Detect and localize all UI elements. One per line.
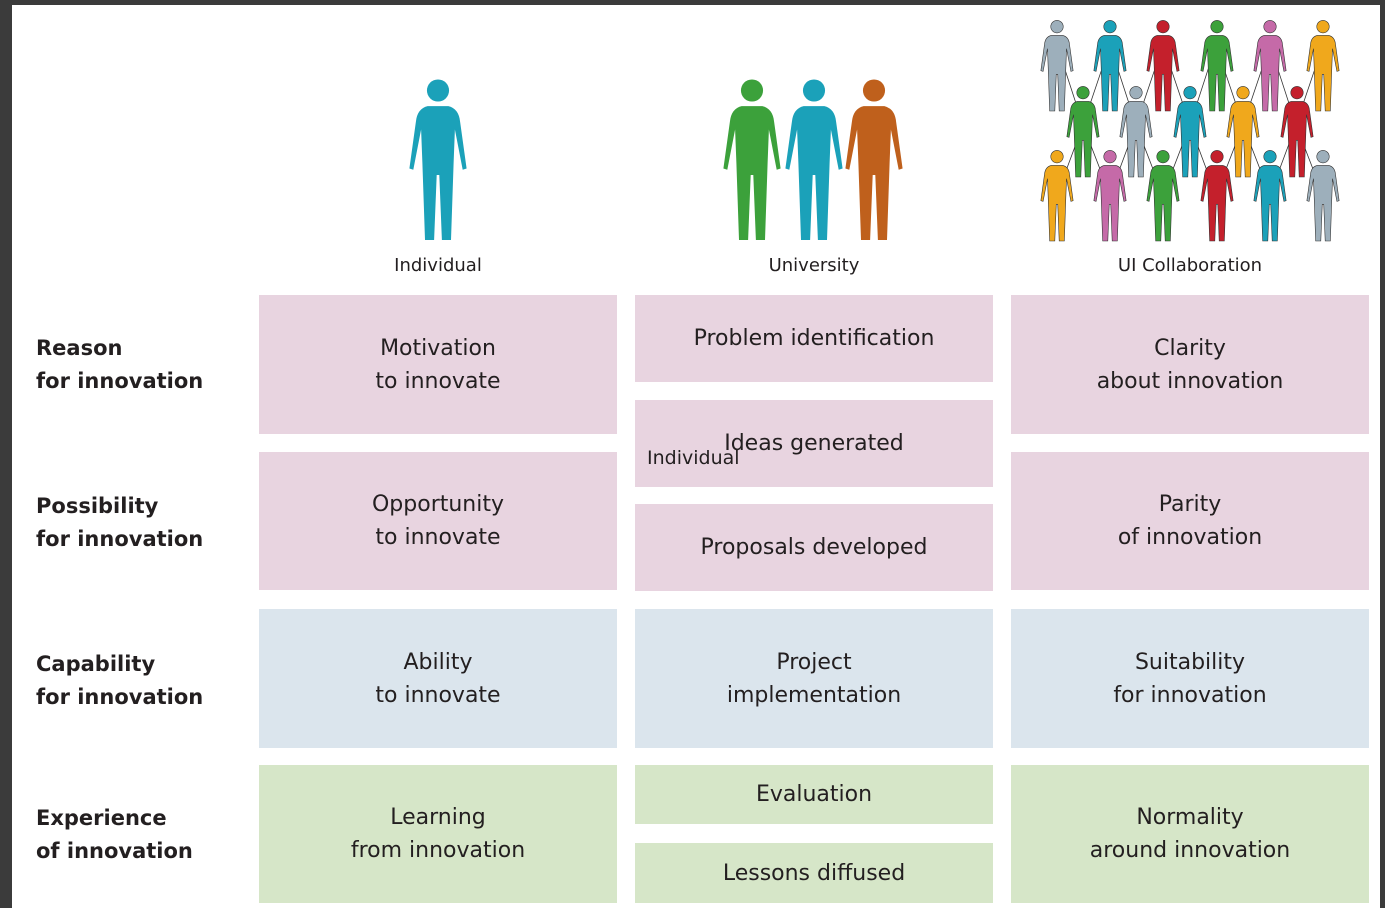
row-label-line: Possibility: [36, 494, 159, 518]
overlay-label: Individual: [647, 447, 740, 469]
row-label: Possibility for innovation: [36, 490, 203, 556]
cell: Parity of innovation: [1011, 452, 1369, 590]
column-label: University: [768, 255, 860, 276]
cell-line: of innovation: [1117, 525, 1263, 550]
cell-line: around innovation: [1089, 838, 1291, 863]
cell-line: Evaluation: [755, 782, 873, 807]
cell: Ability to innovate: [259, 609, 617, 748]
row-label-line: for innovation: [36, 369, 204, 393]
cell: Lessons diffused: [635, 843, 993, 903]
column-label: UI Collaboration: [1117, 255, 1263, 276]
cell-line: Project: [776, 649, 852, 675]
cell: Suitability for innovation: [1011, 609, 1369, 748]
cell-line: Ideas generated: [724, 431, 904, 456]
figures: [409, 20, 1340, 242]
cell-line: Lessons diffused: [722, 860, 906, 886]
row-label-line: for innovation: [36, 527, 204, 551]
cell-line: Problem identification: [693, 326, 935, 351]
cell-line: Ability: [403, 649, 473, 675]
cell: Learning from innovation: [259, 765, 617, 903]
collaboration-figures: [1040, 20, 1340, 242]
cell: Ideas generated: [635, 400, 993, 487]
row-label-line: Experience: [36, 806, 167, 830]
cell: Problem identification: [635, 295, 993, 382]
row-label-line: of innovation: [36, 839, 193, 863]
column-label: Individual: [394, 255, 482, 276]
university-figures: [723, 79, 903, 240]
row-label: Experience of innovation: [36, 802, 193, 868]
row-label-line: for innovation: [36, 685, 204, 709]
cell-line: about innovation: [1096, 368, 1284, 394]
cell-line: Clarity: [1154, 335, 1226, 361]
cell: Evaluation: [635, 765, 993, 824]
cell-line: for innovation: [1113, 682, 1267, 708]
row-label-line: Capability: [36, 652, 156, 676]
cell-line: Motivation: [380, 335, 496, 361]
cell-line: to innovate: [375, 368, 501, 394]
cell: Opportunity to innovate: [259, 452, 617, 590]
row-label: Reason for innovation: [36, 332, 203, 398]
row-label-line: Reason: [36, 336, 123, 360]
cell-line: Opportunity: [371, 492, 505, 517]
cell: Motivation to innovate: [259, 295, 617, 434]
row-label: Capability for innovation: [36, 648, 203, 714]
cell: Project implementation: [635, 609, 993, 748]
diagram: Individual University UI Collaboration R…: [12, 5, 1380, 908]
cell-line: to innovate: [375, 525, 501, 550]
cell-line: Parity: [1158, 492, 1222, 517]
cell-line: Learning: [390, 805, 486, 830]
cell-line: Suitability: [1134, 649, 1246, 675]
cell-line: from innovation: [350, 838, 526, 863]
cell: Normality around innovation: [1011, 765, 1369, 903]
individual-figure: [409, 79, 467, 240]
cell-line: Proposals developed: [700, 535, 928, 560]
cell: Proposals developed: [635, 504, 993, 591]
cell-line: to innovate: [375, 682, 501, 708]
cell: Clarity about innovation: [1011, 295, 1369, 434]
cell-line: implementation: [726, 682, 902, 708]
cell-line: Normality: [1136, 805, 1244, 830]
